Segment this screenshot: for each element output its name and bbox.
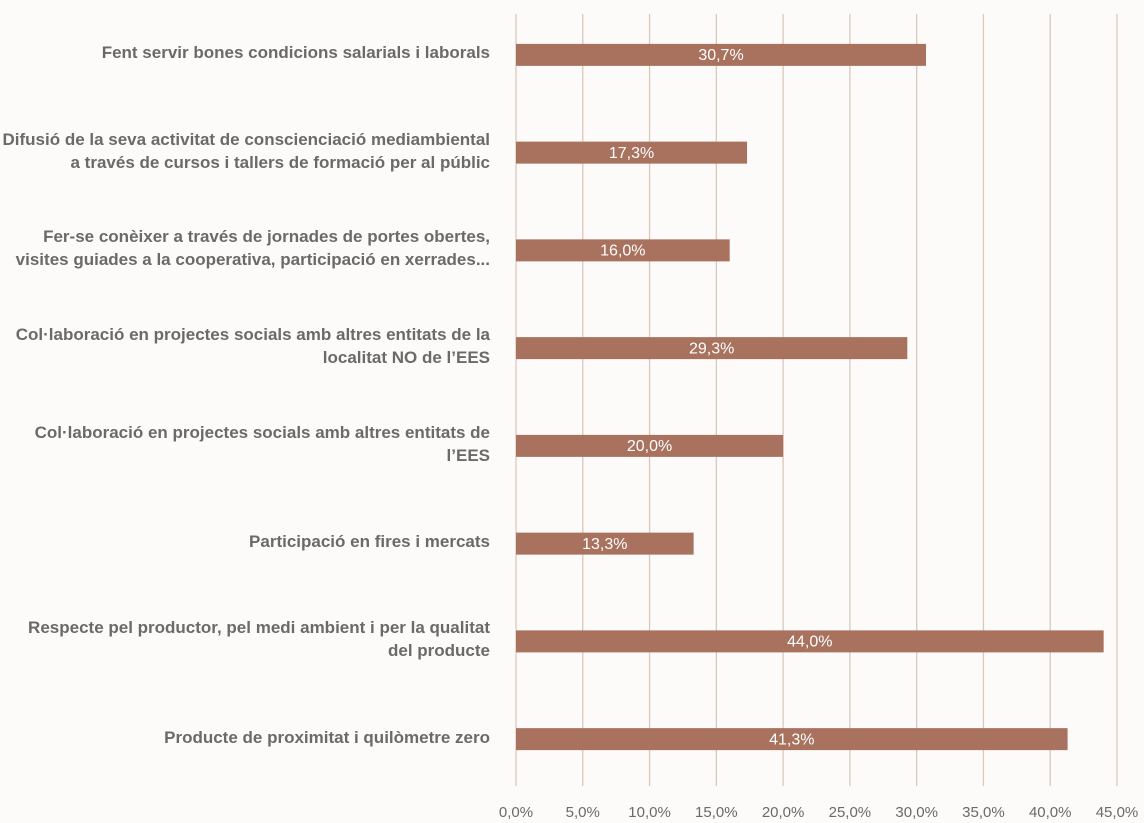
value-label: 13,3% [582,536,627,553]
x-tick-label: 0,0% [499,804,533,821]
x-tick-label: 10,0% [628,804,671,821]
value-label: 16,0% [600,243,645,260]
bar [516,239,730,262]
value-label: 41,3% [769,731,814,748]
bar [516,337,908,360]
bar [516,43,927,66]
category-label: Col·laboració en projectes socials amb a… [34,422,490,465]
bar [516,141,748,164]
value-label: 20,0% [627,438,672,455]
bar [516,630,1104,653]
x-tick-label: 35,0% [962,804,1005,821]
bar [516,434,784,457]
x-tick-label: 20,0% [762,804,805,821]
category-label: Respecte pel productor, pel medi ambient… [28,618,490,661]
category-label: Fer-se conèixer a través de jornades de … [15,227,490,270]
category-label: Difusió de la seva activitat de conscien… [2,129,490,172]
x-tick-label: 45,0% [1096,804,1139,821]
x-tick-label: 30,0% [895,804,938,821]
category-label: Fent servir bones condicions salarials i… [101,43,490,63]
x-tick-label: 25,0% [829,804,872,821]
bar [516,532,694,555]
value-label: 17,3% [609,145,654,162]
value-label: 29,3% [689,340,734,357]
x-tick-label: 15,0% [695,804,738,821]
category-label: Producte de proximitat i quilòmetre zero [164,727,490,747]
x-tick-label: 40,0% [1029,804,1072,821]
value-label: 44,0% [787,634,832,651]
bar [516,728,1068,751]
value-label: 30,7% [698,47,743,64]
category-label: Participació en fires i mercats [249,532,490,552]
x-tick-label: 5,0% [566,804,600,821]
category-label: Col·laboració en projectes socials amb a… [15,325,490,368]
